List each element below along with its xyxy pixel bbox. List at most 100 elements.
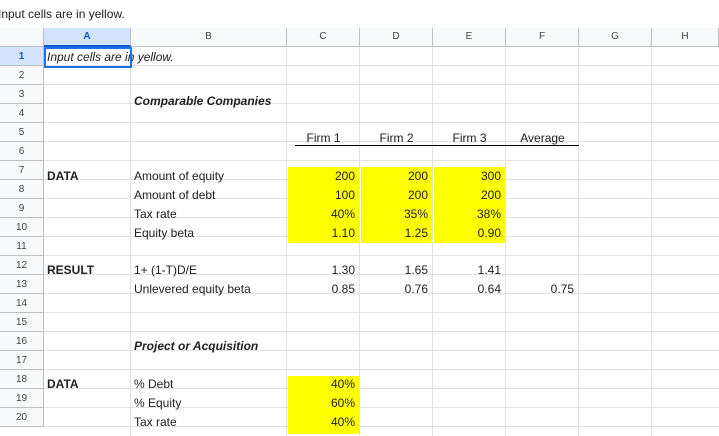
column-header-b[interactable]: B — [131, 28, 287, 47]
row-gridline — [44, 141, 719, 142]
column-gridline — [130, 47, 131, 436]
header-firm-2[interactable]: Firm 2 — [379, 131, 414, 145]
column-header-e[interactable]: E — [433, 28, 506, 47]
label-data-2[interactable]: DATA — [47, 377, 79, 391]
row-header-14[interactable]: 14 — [0, 294, 44, 313]
input-cell[interactable]: 0.90 — [477, 226, 501, 240]
row-header-12[interactable]: 12 — [0, 256, 44, 275]
column-header-g[interactable]: G — [579, 28, 652, 47]
column-gridline — [578, 47, 579, 436]
data-row-label[interactable]: Tax rate — [134, 207, 177, 221]
project-input-cell[interactable]: 40% — [330, 415, 355, 429]
row-header-15[interactable]: 15 — [0, 313, 44, 332]
cell-a1[interactable]: Input cells are in yellow. — [47, 50, 174, 64]
spreadsheet-grid[interactable]: A B C D E F G H 1 2 3 4 5 6 7 8 9 10 11 12 13 14 15 16 1… — [0, 28, 719, 436]
project-row-label[interactable]: % Equity — [134, 396, 182, 410]
project-input-cell[interactable]: 40% — [330, 377, 355, 391]
row-header-6[interactable]: 6 — [0, 142, 44, 161]
header-firm-3[interactable]: Firm 3 — [452, 131, 487, 145]
input-cell[interactable]: 35% — [403, 207, 428, 221]
row-gridline — [44, 369, 719, 370]
column-gridline — [359, 47, 360, 436]
row-gridline — [44, 312, 719, 313]
result-cell[interactable]: 1.65 — [404, 263, 428, 277]
input-cell[interactable]: 200 — [407, 188, 428, 202]
row-header-9[interactable]: 9 — [0, 199, 44, 218]
label-result[interactable]: RESULT — [47, 263, 95, 277]
input-cells-firm3 — [434, 167, 505, 243]
data-row-label[interactable]: Equity beta — [134, 226, 195, 240]
result-cell[interactable]: 0.85 — [331, 282, 355, 296]
row-header-17[interactable]: 17 — [0, 351, 44, 370]
row-gridline — [44, 274, 719, 275]
formula-bar-content: Input cells are in yellow. — [0, 7, 125, 21]
row-header-16[interactable]: 16 — [0, 332, 44, 351]
input-cells-firm1 — [288, 167, 359, 243]
input-cell[interactable]: 100 — [334, 188, 355, 202]
row-header-5[interactable]: 5 — [0, 123, 44, 142]
column-gridline — [651, 47, 652, 436]
project-row-label[interactable]: % Debt — [134, 377, 174, 391]
row-gridline — [44, 388, 719, 389]
header-average[interactable]: Average — [520, 131, 565, 145]
input-cell[interactable]: 200 — [334, 169, 355, 183]
row-gridline — [44, 350, 719, 351]
result-row-label[interactable]: 1+ (1-T)D/E — [134, 263, 198, 277]
input-cells-firm2 — [361, 167, 432, 243]
column-gridline — [432, 47, 433, 436]
row-header-19[interactable]: 19 — [0, 389, 44, 408]
cell-f13-average[interactable]: 0.75 — [550, 282, 574, 296]
header-firm-1[interactable]: Firm 1 — [306, 131, 341, 145]
row-header-3[interactable]: 3 — [0, 85, 44, 104]
row-gridline — [44, 293, 719, 294]
input-cells-project — [288, 376, 359, 434]
input-cell[interactable]: 200 — [480, 188, 501, 202]
result-cell[interactable]: 0.64 — [477, 282, 501, 296]
input-cell[interactable]: 38% — [476, 207, 501, 221]
row-gridline — [44, 331, 719, 332]
column-header-f[interactable]: F — [506, 28, 579, 47]
input-cell[interactable]: 300 — [480, 169, 501, 183]
input-cell[interactable]: 200 — [407, 169, 428, 183]
row-gridline — [44, 426, 719, 427]
column-gridline — [505, 47, 506, 436]
column-gridline — [286, 47, 287, 436]
row-header-10[interactable]: 10 — [0, 218, 44, 237]
project-row-label[interactable]: Tax rate — [134, 415, 177, 429]
result-row-label[interactable]: Unlevered equity beta — [134, 282, 251, 296]
formula-bar[interactable]: Input cells are in yellow. — [0, 0, 719, 28]
row-header-18[interactable]: 18 — [0, 370, 44, 389]
row-header-11[interactable]: 11 — [0, 237, 44, 256]
row-header-4[interactable]: 4 — [0, 104, 44, 123]
column-header-c[interactable]: C — [287, 28, 360, 47]
select-all-corner[interactable] — [0, 28, 44, 47]
label-data[interactable]: DATA — [47, 169, 79, 183]
row-gridline — [44, 255, 719, 256]
row-header-20[interactable]: 20 — [0, 408, 44, 427]
data-row-label[interactable]: Amount of equity — [134, 169, 225, 183]
row-gridline — [44, 84, 719, 85]
row-gridline — [44, 407, 719, 408]
section-title-project-acquisition[interactable]: Project or Acquisition — [134, 339, 259, 353]
input-cell[interactable]: 1.25 — [404, 226, 428, 240]
row-gridline — [44, 160, 719, 161]
column-header-d[interactable]: D — [360, 28, 433, 47]
column-header-a[interactable]: A — [44, 28, 131, 47]
row-header-8[interactable]: 8 — [0, 180, 44, 199]
row-header-2[interactable]: 2 — [0, 66, 44, 85]
input-cell[interactable]: 1.10 — [331, 226, 355, 240]
column-header-h[interactable]: H — [652, 28, 719, 47]
result-cell[interactable]: 1.41 — [477, 263, 501, 277]
input-cell[interactable]: 40% — [330, 207, 355, 221]
data-row-label[interactable]: Amount of debt — [134, 188, 216, 202]
row-header-1[interactable]: 1 — [0, 47, 44, 66]
row-header-13[interactable]: 13 — [0, 275, 44, 294]
result-cell[interactable]: 0.76 — [404, 282, 428, 296]
project-input-cell[interactable]: 60% — [330, 396, 355, 410]
row-gridline — [44, 122, 719, 123]
row-gridline — [44, 103, 719, 104]
section-title-comparable-companies[interactable]: Comparable Companies — [134, 94, 272, 108]
result-cell[interactable]: 1.30 — [331, 263, 355, 277]
row-gridline — [44, 65, 719, 66]
row-header-7[interactable]: 7 — [0, 161, 44, 180]
